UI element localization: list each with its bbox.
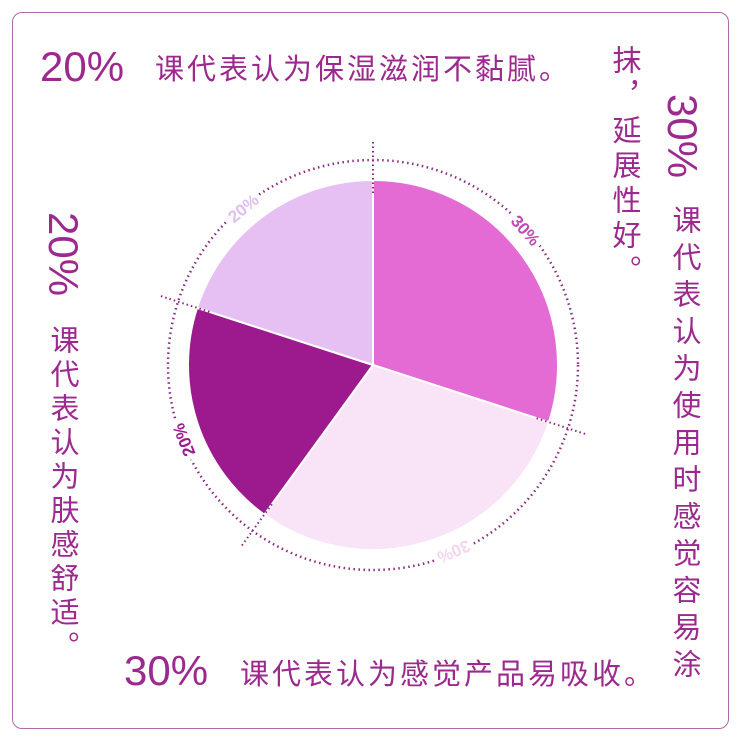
pie-slice-2	[187, 306, 375, 517]
top-caption: 课代表认为保湿滋润不黏腻。	[155, 52, 572, 86]
bottom-caption: 课代表认为感觉产品易吸收。	[240, 657, 657, 691]
frame-border	[12, 12, 729, 729]
pie-slice-0	[372, 178, 559, 424]
right-caption: 课代表认为使用时感觉容易涂	[668, 205, 702, 686]
left-caption: 课代表认为肤感舒适。	[46, 325, 80, 665]
slice-label-1: 30%	[434, 536, 473, 567]
bottom-percent: 30%	[124, 647, 209, 694]
pie-slice-1	[262, 363, 551, 551]
right-caption-continued: 抹，延展性好。	[608, 45, 642, 290]
top-percent: 20%	[40, 43, 125, 90]
pie-slice-3	[195, 178, 374, 367]
slice-label-2: 20%	[169, 420, 199, 459]
